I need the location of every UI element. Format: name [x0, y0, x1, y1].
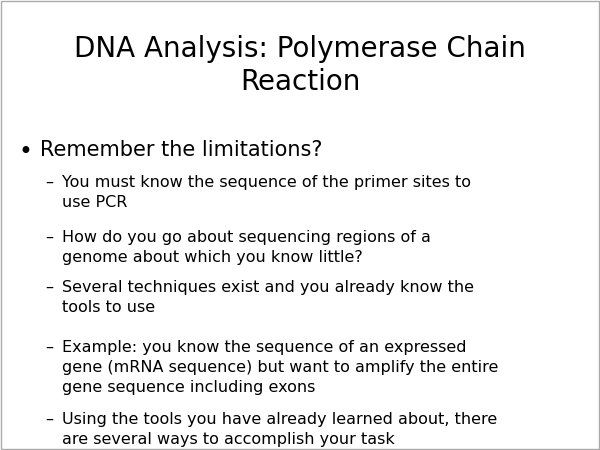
Text: –: – — [45, 230, 53, 245]
Text: Example: you know the sequence of an expressed
gene (mRNA sequence) but want to : Example: you know the sequence of an exp… — [62, 340, 499, 395]
Text: You must know the sequence of the primer sites to
use PCR: You must know the sequence of the primer… — [62, 175, 471, 210]
Text: DNA Analysis: Polymerase Chain
Reaction: DNA Analysis: Polymerase Chain Reaction — [74, 35, 526, 96]
Text: How do you go about sequencing regions of a
genome about which you know little?: How do you go about sequencing regions o… — [62, 230, 431, 265]
Text: –: – — [45, 412, 53, 427]
Text: Remember the limitations?: Remember the limitations? — [40, 140, 323, 160]
Text: •: • — [18, 140, 32, 164]
Text: Using the tools you have already learned about, there
are several ways to accomp: Using the tools you have already learned… — [62, 412, 497, 447]
Text: –: – — [45, 175, 53, 190]
Text: Several techniques exist and you already know the
tools to use: Several techniques exist and you already… — [62, 280, 474, 315]
Text: –: – — [45, 340, 53, 355]
Text: –: – — [45, 280, 53, 295]
